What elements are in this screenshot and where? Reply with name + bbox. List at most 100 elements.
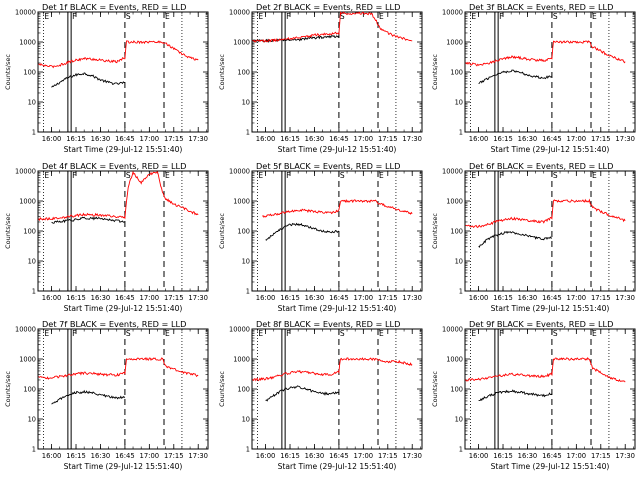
marker-letter-label: F [72, 329, 76, 338]
chart-panel-8: Det 8f BLACK = Events, RED = LLD Counts/s… [218, 319, 423, 471]
marker-letter-label: F [286, 329, 290, 338]
y-axis-label: Counts/sec [4, 371, 12, 407]
y-tick-label: 100 [237, 69, 250, 77]
x-tick-label: 16:00 [42, 294, 62, 302]
marker-letter-label: E [592, 329, 597, 338]
x-tick-label: 16:45 [115, 294, 135, 302]
x-tick-label: 17:00 [567, 135, 587, 143]
marker-letter-label: E [44, 171, 49, 180]
y-tick-label: 10000 [15, 326, 36, 334]
x-tick-label: 16:00 [469, 452, 489, 460]
chart-panel-4: Det 4f BLACK = Events, RED = LLD Counts/s… [4, 161, 209, 313]
marker-letter-label: E [592, 12, 597, 21]
y-tick-label: 100 [450, 69, 463, 77]
marker-letter-label: F [499, 171, 503, 180]
chart-title: Det 6f BLACK = Events, RED = LLD [469, 161, 613, 171]
y-tick-label: 1 [246, 446, 250, 454]
marker-letter-label: S [553, 329, 558, 338]
y-tick-label: 1 [32, 129, 36, 137]
x-tick-label: 16:45 [115, 135, 135, 143]
marker-letter-label: E [379, 12, 384, 21]
y-tick-label: 10000 [229, 168, 250, 176]
y-tick-label: 1000 [233, 198, 250, 206]
x-tick-label: 17:30 [615, 135, 635, 143]
marker-letter-label: E [592, 171, 597, 180]
chart-title: Det 8f BLACK = Events, RED = LLD [256, 319, 400, 329]
x-axis-label: Start Time (29-Jul-12 15:51:40) [491, 145, 610, 154]
marker-letter-label: E [258, 171, 263, 180]
x-tick-label: 17:15 [591, 294, 611, 302]
lld-series-line [252, 11, 413, 43]
plot-frame [464, 11, 636, 133]
y-tick-label: 100 [23, 69, 36, 77]
marker-letter-label: F [286, 12, 290, 21]
x-tick-label: 17:30 [188, 135, 208, 143]
x-tick-label: 16:15 [66, 452, 86, 460]
x-tick-label: 17:30 [402, 135, 422, 143]
marker-letter-label: E [165, 329, 170, 338]
x-axis-label: Start Time (29-Jul-12 15:51:40) [278, 304, 397, 313]
y-tick-label: 10000 [229, 9, 250, 17]
plot-frame [251, 170, 423, 292]
y-tick-label: 1000 [19, 39, 36, 47]
plot-frame [464, 328, 636, 450]
x-tick-label: 17:00 [140, 294, 160, 302]
events-series-line [478, 69, 553, 85]
events-series-line [478, 389, 553, 402]
y-tick-label: 100 [23, 386, 36, 394]
marker-letter-label: F [72, 12, 76, 21]
x-tick-label: 17:15 [378, 452, 398, 460]
y-tick-label: 10 [455, 258, 463, 266]
marker-letter-label: S [340, 329, 345, 338]
marker-letter-label: S [340, 12, 345, 21]
y-tick-label: 10000 [442, 168, 463, 176]
marker-letter-label: E [165, 171, 170, 180]
x-axis-label: Start Time (29-Jul-12 15:51:40) [491, 304, 610, 313]
x-tick-label: 16:00 [469, 294, 489, 302]
x-tick-label: 17:00 [140, 452, 160, 460]
x-tick-label: 17:00 [354, 294, 374, 302]
x-tick-label: 17:00 [354, 452, 374, 460]
x-tick-label: 16:30 [91, 294, 111, 302]
marker-letter-label: S [126, 329, 131, 338]
marker-letter-label: S [553, 12, 558, 21]
x-tick-label: 16:45 [329, 452, 349, 460]
y-tick-label: 1000 [446, 198, 463, 206]
y-tick-label: 1000 [446, 39, 463, 47]
x-tick-label: 17:00 [354, 135, 374, 143]
plot-frame [37, 328, 209, 450]
y-tick-label: 10000 [229, 326, 250, 334]
chart-title: Det 2f BLACK = Events, RED = LLD [256, 2, 400, 12]
x-axis-label: Start Time (29-Jul-12 15:51:40) [278, 462, 397, 471]
chart-title: Det 5f BLACK = Events, RED = LLD [256, 161, 400, 171]
x-tick-label: 16:00 [469, 135, 489, 143]
y-tick-label: 1 [32, 288, 36, 296]
lld-series-line [465, 40, 626, 67]
y-tick-label: 10 [242, 258, 250, 266]
y-tick-label: 10000 [442, 9, 463, 17]
plot-frame [464, 170, 636, 292]
chart-panel-5: Det 5f BLACK = Events, RED = LLD Counts/s… [218, 161, 423, 313]
lld-series-line [465, 357, 626, 383]
plot-frame [37, 170, 209, 292]
x-tick-label: 16:45 [542, 294, 562, 302]
x-tick-label: 17:30 [402, 294, 422, 302]
y-tick-label: 10 [28, 258, 36, 266]
x-tick-label: 16:00 [256, 135, 276, 143]
y-tick-label: 1000 [233, 356, 250, 364]
x-tick-label: 17:30 [615, 452, 635, 460]
x-tick-label: 16:15 [66, 135, 86, 143]
x-tick-label: 17:15 [164, 452, 184, 460]
y-tick-label: 1 [246, 288, 250, 296]
marker-letter-label: S [126, 12, 131, 21]
events-series-line [478, 231, 553, 248]
x-tick-label: 17:30 [615, 294, 635, 302]
chart-title: Det 9f BLACK = Events, RED = LLD [469, 319, 613, 329]
x-tick-label: 17:15 [378, 135, 398, 143]
y-tick-label: 100 [450, 386, 463, 394]
x-tick-label: 16:30 [518, 135, 538, 143]
plot-frame [37, 11, 209, 133]
y-axis-label: Counts/sec [4, 54, 12, 90]
y-axis-label: Counts/sec [218, 213, 226, 249]
marker-letter-label: E [471, 12, 476, 21]
